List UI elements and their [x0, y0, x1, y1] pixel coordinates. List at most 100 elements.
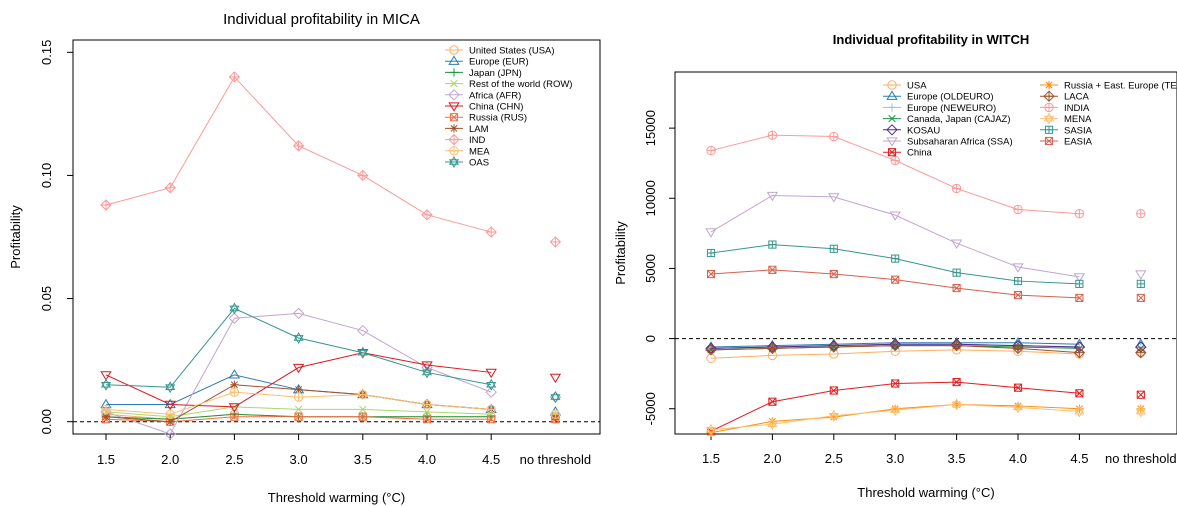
- data-point: [1012, 263, 1024, 273]
- legend-label: IND: [469, 135, 486, 146]
- data-point: [1136, 293, 1145, 302]
- data-point: [294, 385, 303, 394]
- data-point: [889, 211, 901, 221]
- data-point: [358, 389, 368, 400]
- data-point: [165, 409, 175, 419]
- data-point: [164, 182, 176, 194]
- series-mena: [705, 398, 1146, 436]
- legend-item-laca: LACA: [1040, 90, 1089, 103]
- legend-label: MEA: [469, 146, 490, 157]
- data-point: [952, 268, 961, 277]
- x-tick-label: 2.0: [763, 451, 781, 466]
- data-point: [485, 226, 497, 238]
- data-point: [100, 378, 112, 391]
- legend-item-united-states-usa: United States (USA): [445, 45, 555, 57]
- data-point: [485, 368, 497, 379]
- data-point: [550, 409, 561, 419]
- y-tick-label: -5000: [643, 392, 658, 425]
- legend-label: Canada, Japan (CAJAZ): [907, 114, 1011, 125]
- series-sasia: [706, 240, 1145, 288]
- y-axis-label: Profitability: [8, 205, 23, 269]
- series-india: [706, 130, 1146, 219]
- legend-item-russia-east-europe-te: Russia + East. Europe (TE): [1040, 81, 1177, 92]
- data-point: [359, 405, 367, 414]
- data-point: [828, 409, 839, 422]
- chart-title: Individual profitability in MICA: [223, 11, 420, 28]
- legend-item-mea: MEA: [445, 146, 490, 157]
- x-tick-label: 2.0: [161, 452, 179, 467]
- legend-item-europe-oldeuro: Europe (OLDEURO): [883, 90, 994, 103]
- data-point: [101, 404, 111, 415]
- data-point: [951, 183, 962, 194]
- mica-chart: Individual profitability in MICA Threshol…: [8, 11, 601, 505]
- data-point: [1073, 346, 1086, 359]
- data-point: [1073, 273, 1086, 283]
- legend-swatch-marker: [1043, 90, 1055, 102]
- x-tick-label: no threshold: [1105, 451, 1177, 466]
- data-point: [292, 363, 305, 374]
- legend-swatch-marker: [887, 148, 897, 157]
- legend-item-kosau: KOSAU: [883, 124, 940, 136]
- legend-label: Russia (RUS): [469, 113, 527, 124]
- legend-item-rest-of-the-world-row: Rest of the world (ROW): [445, 79, 572, 90]
- data-point: [550, 391, 561, 404]
- legend-swatch-marker: [1044, 80, 1054, 90]
- legend-swatch-marker: [888, 114, 896, 123]
- legend-swatch-marker: [448, 89, 460, 101]
- data-point: [1012, 342, 1024, 355]
- data-point: [1013, 291, 1023, 300]
- legend-swatch-marker: [450, 79, 458, 88]
- data-point: [766, 342, 779, 355]
- series-easia: [706, 265, 1145, 302]
- data-point: [229, 302, 240, 315]
- legend-item-oas: OAS: [445, 155, 489, 169]
- series-line: [710, 404, 1080, 431]
- data-point: [230, 412, 239, 421]
- series-line: [710, 269, 1080, 299]
- data-point: [952, 284, 961, 293]
- data-point: [1013, 383, 1023, 392]
- data-point: [293, 392, 304, 402]
- data-point: [768, 265, 777, 274]
- data-point: [950, 339, 963, 352]
- data-point: [1074, 405, 1085, 418]
- legend-swatch-marker: [449, 113, 459, 122]
- legend-label: EASIA: [1064, 137, 1093, 148]
- legend-label: Europe (EUR): [469, 57, 529, 68]
- data-point: [891, 379, 900, 388]
- x-tick-label: 4.0: [1009, 451, 1027, 466]
- data-point: [1136, 279, 1145, 288]
- data-point: [768, 240, 777, 249]
- legend-label: China (CHN): [469, 102, 523, 113]
- data-point: [1136, 209, 1146, 219]
- series-line: [710, 244, 1080, 285]
- data-point: [829, 269, 838, 279]
- chart-title: Individual profitability in WITCH: [833, 32, 1029, 47]
- legend-swatch-marker: [887, 103, 897, 112]
- x-axis-label: Threshold warming (°C): [268, 490, 405, 505]
- data-point: [228, 312, 241, 324]
- data-point: [705, 423, 717, 436]
- data-point: [952, 378, 961, 387]
- data-point: [358, 412, 367, 421]
- series-line: [105, 352, 492, 408]
- y-tick-label: 0.15: [39, 40, 54, 65]
- legend-swatch-marker: [886, 137, 898, 147]
- legend-label: OAS: [469, 158, 489, 169]
- legend-swatch-marker: [1043, 112, 1055, 125]
- data-point: [891, 275, 900, 284]
- series-laca: [705, 339, 1147, 359]
- legend-item-usa: USA: [883, 80, 927, 92]
- data-point: [486, 378, 497, 391]
- x-tick-label: 1.5: [702, 451, 720, 466]
- data-point: [829, 244, 838, 253]
- legend-item-china: China: [883, 148, 933, 159]
- legend-item-africa-afr: Africa (AFR): [445, 89, 521, 101]
- y-tick-label: 0: [643, 335, 658, 342]
- y-tick-label: 10000: [643, 180, 658, 216]
- data-point: [485, 386, 497, 398]
- data-point: [100, 199, 112, 211]
- data-point: [1075, 279, 1084, 288]
- legend-item-subsaharan-africa-ssa: Subsaharan Africa (SSA): [883, 137, 1013, 148]
- data-point: [1075, 293, 1084, 302]
